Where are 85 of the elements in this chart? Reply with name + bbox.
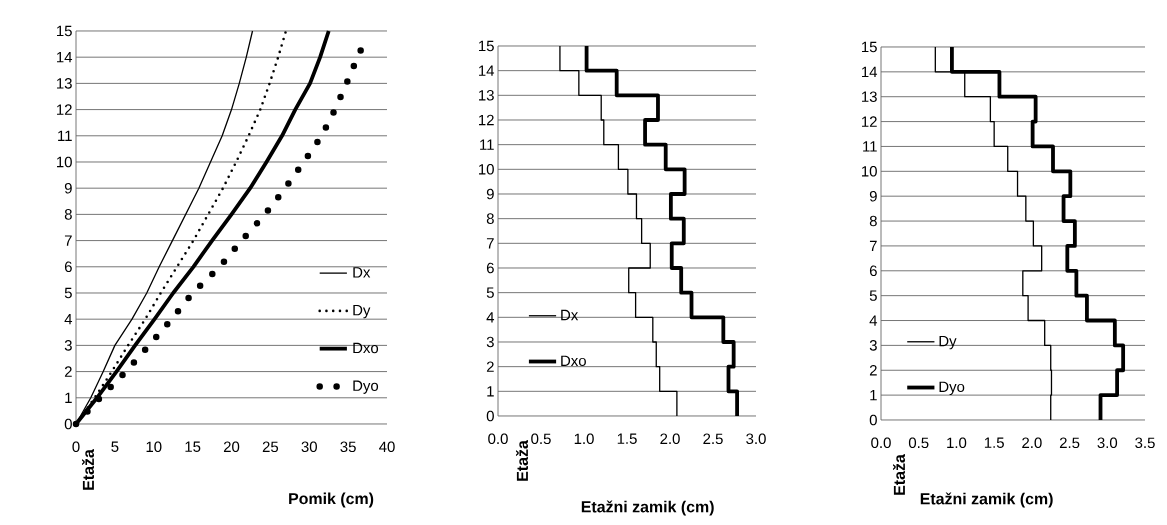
y-tick-label: 2	[869, 365, 877, 376]
y-tick-label: 13	[862, 91, 877, 102]
y-tick-label: 12	[862, 116, 877, 127]
y-tick-label: 5	[486, 287, 494, 298]
legend-label: Dxo	[353, 342, 379, 354]
y-tick-label: 3	[64, 340, 72, 351]
x-tick-label: 0.5	[531, 433, 551, 445]
y-tick-label: 6	[486, 262, 494, 274]
x-tick-label: 1.5	[984, 437, 1004, 448]
y-tick-label: 12	[479, 114, 494, 126]
legend-label: Dyo	[939, 381, 965, 396]
y-tick-label: 11	[863, 141, 877, 152]
y-tick-label: 9	[486, 188, 494, 200]
y-tick-label: 15	[862, 41, 877, 53]
y-tick-label: 7	[486, 238, 494, 249]
y-tick-label: 3	[486, 336, 494, 348]
x-tick-label: 3.0	[1097, 437, 1118, 449]
y-tick-label: 2	[64, 366, 72, 377]
x-tick-label: 25	[262, 441, 279, 453]
x-tick-label: 15	[185, 441, 201, 452]
y-tick-label: 8	[486, 213, 494, 224]
legend-label: Dx	[353, 267, 371, 278]
legend-label: Dyo	[353, 380, 379, 394]
y-tick-label: 1	[870, 389, 877, 401]
y-tick-label: 2	[486, 361, 494, 372]
y-tick-label: 8	[64, 209, 72, 220]
legend-label: Dy	[939, 335, 957, 350]
y-tick-label: 0	[486, 410, 494, 422]
x-tick-label: 2.5	[703, 433, 723, 445]
y-tick-label: 15	[57, 25, 72, 37]
y-tick-label: 4	[486, 312, 495, 323]
x-tick-label: 35	[340, 441, 356, 453]
x-tick-label: 0.0	[488, 433, 508, 445]
y-tick-label: 9	[869, 190, 877, 202]
x-tick-label: 5	[111, 441, 119, 452]
y-tick-label: 10	[57, 156, 72, 168]
x-axis-title: Etažni zamik (cm)	[581, 500, 714, 516]
legend-label: Dxo	[561, 355, 586, 367]
y-tick-label: 13	[57, 78, 72, 89]
y-tick-label: 11	[480, 139, 494, 150]
x-tick-label: 2.0	[660, 433, 680, 445]
y-tick-label: 11	[58, 130, 72, 141]
x-tick-label: 1.0	[947, 437, 967, 449]
legend-label: Dy	[353, 304, 371, 319]
y-tick-label: 10	[479, 164, 494, 175]
x-tick-label: 3.0	[746, 433, 766, 445]
y-axis-title: Etaža	[892, 454, 906, 495]
y-tick-label: 5	[869, 290, 877, 301]
x-tick-label: 20	[223, 441, 240, 453]
y-axis-title: Etaža	[81, 449, 95, 490]
y-tick-label: 15	[479, 40, 494, 52]
y-axis-title: Etaža	[515, 440, 529, 481]
x-tick-label: 40	[379, 441, 395, 453]
y-tick-label: 14	[479, 65, 495, 76]
x-tick-label: 1.0	[574, 433, 594, 445]
x-tick-label: 30	[301, 441, 317, 453]
y-tick-label: 14	[57, 52, 73, 63]
y-tick-label: 14	[862, 66, 878, 77]
x-tick-label: 2.5	[1059, 437, 1080, 449]
y-tick-label: 3	[869, 340, 877, 351]
y-tick-label: 1	[487, 386, 494, 397]
y-tick-label: 6	[64, 261, 72, 273]
y-tick-label: 7	[64, 235, 72, 246]
x-axis-title: Etažni zamik (cm)	[920, 492, 1053, 508]
y-tick-label: 5	[64, 287, 72, 299]
y-tick-label: 6	[869, 265, 877, 277]
y-tick-label: 0	[869, 414, 877, 426]
y-tick-label: 10	[862, 166, 877, 177]
x-tick-label: 10	[146, 441, 162, 453]
y-tick-label: 13	[479, 90, 494, 101]
x-tick-label: 0.0	[871, 437, 891, 449]
x-tick-label: 3.5	[1135, 437, 1155, 449]
x-tick-label: 1.5	[617, 433, 637, 444]
x-tick-label: 2.0	[1022, 437, 1042, 449]
y-tick-label: 8	[869, 215, 877, 227]
x-axis-title: Pomik (cm)	[289, 492, 374, 508]
x-tick-label: 0.5	[908, 437, 929, 449]
y-tick-label: 4	[64, 314, 73, 325]
y-tick-label: 1	[65, 392, 72, 403]
y-tick-label: 0	[64, 418, 72, 430]
legend-label: Dx	[561, 309, 579, 321]
y-tick-label: 9	[64, 182, 72, 194]
y-tick-label: 12	[57, 104, 72, 115]
y-tick-label: 7	[869, 240, 877, 252]
y-tick-label: 4	[869, 315, 878, 326]
